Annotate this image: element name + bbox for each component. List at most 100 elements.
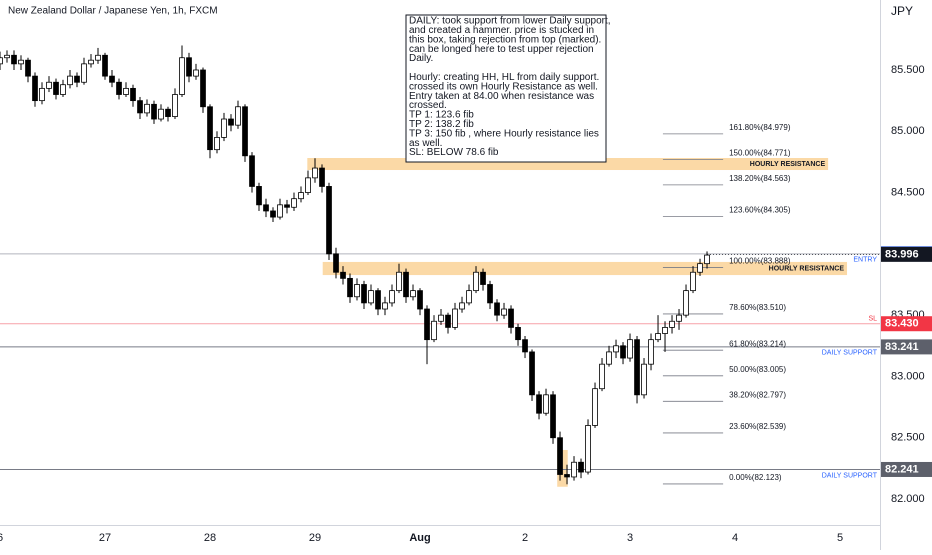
candle-body bbox=[95, 54, 101, 61]
candle-body bbox=[207, 106, 213, 151]
note-line: and created a hammer. price is stucked i… bbox=[409, 25, 594, 36]
candle-body bbox=[669, 320, 675, 328]
candle-body bbox=[557, 437, 563, 475]
candle-body bbox=[340, 271, 346, 279]
candle-body bbox=[151, 103, 157, 120]
note-line: as well. bbox=[409, 138, 442, 149]
y-tick-label: 85.000 bbox=[891, 125, 925, 137]
candle-body bbox=[403, 271, 409, 298]
fib-label: 78.60%(83.510) bbox=[729, 303, 786, 312]
candle-body bbox=[501, 308, 507, 316]
candle-body bbox=[172, 94, 178, 117]
candle-body bbox=[515, 327, 521, 341]
candle-body bbox=[473, 271, 479, 292]
candle-body bbox=[270, 210, 276, 218]
candle-body bbox=[130, 87, 136, 102]
fib-label: 61.80%(83.214) bbox=[729, 339, 786, 348]
x-tick-label: 6 bbox=[0, 532, 3, 544]
candle-body bbox=[697, 263, 703, 273]
last-price-badge-label: 83.996 bbox=[885, 248, 919, 260]
candle-body bbox=[662, 327, 668, 334]
note-line: Hourly: creating HH, HL from daily suppo… bbox=[409, 72, 599, 83]
level-badge bbox=[881, 461, 932, 477]
note-line: this box, taking rejection from top (mar… bbox=[409, 34, 601, 45]
note-line: can be longed here to test upper rejecti… bbox=[409, 44, 594, 55]
candle-body bbox=[214, 137, 220, 151]
candle-body bbox=[53, 81, 59, 95]
candle-body bbox=[319, 167, 325, 187]
y-tick-label: 82.000 bbox=[891, 493, 925, 505]
level-badge-label: 83.430 bbox=[885, 318, 919, 330]
note-line: TP 1: 123.6 fib bbox=[409, 110, 474, 121]
note-line: crossed its own Hourly Resistance as wel… bbox=[409, 81, 598, 92]
x-tick-label: Aug bbox=[409, 532, 430, 544]
resistance-zone bbox=[322, 261, 848, 276]
candle-body bbox=[634, 339, 640, 396]
candle-body bbox=[354, 284, 360, 298]
candle-body bbox=[648, 339, 654, 365]
candle-body bbox=[312, 167, 318, 179]
candle-body bbox=[88, 59, 94, 65]
x-tick-label: 29 bbox=[309, 532, 321, 544]
x-tick-label: 4 bbox=[732, 532, 738, 544]
candle-body bbox=[305, 177, 311, 193]
note-box bbox=[405, 14, 607, 163]
x-tick-label: 5 bbox=[837, 532, 843, 544]
candle-body bbox=[25, 59, 31, 77]
plot-area: HOURLY RESISTANCE HOURLY RESISTANCE ENTRY S… bbox=[0, 45, 880, 487]
candle-body bbox=[606, 351, 612, 365]
candle-body bbox=[0, 57, 3, 65]
currency-label: JPY bbox=[891, 4, 913, 18]
candle-body bbox=[487, 284, 493, 304]
candle-body bbox=[333, 253, 339, 273]
candle-body bbox=[599, 363, 605, 390]
candle-body bbox=[228, 118, 234, 126]
fib-label: 138.20%(84.563) bbox=[729, 174, 791, 183]
candle-body bbox=[361, 284, 367, 304]
candle-body bbox=[466, 290, 472, 304]
candle-body bbox=[375, 290, 381, 310]
candle-body bbox=[424, 308, 430, 341]
candle-body bbox=[676, 314, 682, 322]
candle-body bbox=[452, 308, 458, 328]
candle-body bbox=[641, 363, 647, 396]
fib-label: 0.00%(82.123) bbox=[729, 473, 782, 482]
candle-body bbox=[592, 388, 598, 426]
candle-body bbox=[277, 204, 283, 218]
note-line: TP 3: 150 fib , where Hourly resistance … bbox=[409, 128, 599, 139]
fib-label: 50.00%(83.005) bbox=[729, 365, 786, 374]
candle-body bbox=[494, 302, 500, 316]
level-label: DAILY SUPPORT bbox=[822, 350, 878, 357]
fib-label: 161.80%(84.979) bbox=[729, 123, 791, 132]
note-line: DAILY: took support from lower Daily sup… bbox=[409, 16, 611, 27]
y-tick-label: 85.500 bbox=[891, 64, 925, 76]
candle-body bbox=[200, 69, 206, 108]
candle-body bbox=[11, 54, 17, 65]
fib-label: 38.20%(82.797) bbox=[729, 390, 786, 399]
candle-body bbox=[242, 106, 248, 157]
candle-body bbox=[550, 394, 556, 439]
candle-body bbox=[18, 59, 24, 65]
zone-label: HOURLY RESISTANCE bbox=[750, 161, 826, 168]
level-badge-label: 83.241 bbox=[885, 341, 919, 353]
level-badge bbox=[881, 316, 932, 332]
candle-body bbox=[298, 192, 304, 200]
candle-body bbox=[564, 474, 570, 478]
candle-body bbox=[256, 186, 262, 206]
note-line: Daily. bbox=[409, 53, 433, 64]
candle-body bbox=[123, 87, 129, 95]
candle-body bbox=[81, 63, 87, 83]
candle-body bbox=[578, 461, 584, 473]
candle-body bbox=[438, 314, 444, 322]
candle-body bbox=[620, 345, 626, 359]
candle-body bbox=[165, 108, 171, 117]
candle-body bbox=[655, 333, 661, 341]
candle-body bbox=[60, 84, 66, 95]
candle-body bbox=[179, 57, 185, 95]
candle-body bbox=[137, 100, 143, 114]
candle-body bbox=[39, 87, 45, 102]
candle-body bbox=[186, 57, 192, 77]
candle-body bbox=[585, 425, 591, 473]
candle-body bbox=[683, 290, 689, 316]
candle-body bbox=[116, 81, 122, 95]
